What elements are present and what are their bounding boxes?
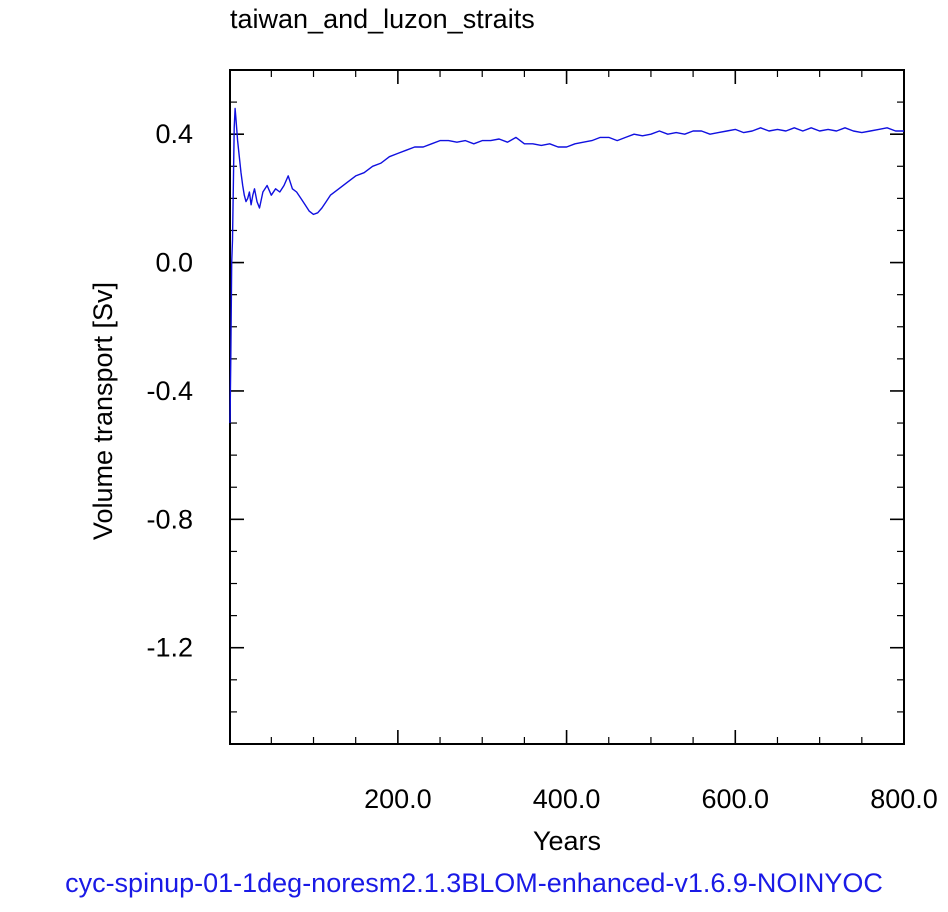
- experiment-caption: cyc-spinup-01-1deg-noresm2.1.3BLOM-enhan…: [65, 868, 883, 898]
- y-axis-label: Volume transport [Sv]: [88, 282, 118, 540]
- y-tick-label: -0.8: [146, 504, 193, 534]
- x-axis-label: Years: [533, 826, 601, 856]
- x-tick-label: 400.0: [533, 784, 601, 814]
- y-tick-label: 0.0: [155, 248, 193, 278]
- transport-series-line: [229, 107, 904, 424]
- x-tick-label: 600.0: [702, 784, 770, 814]
- x-tick-label: 200.0: [364, 784, 432, 814]
- x-tick-label: 800.0: [870, 784, 938, 814]
- y-tick-label: -1.2: [146, 633, 193, 663]
- chart-title: taiwan_and_luzon_straits: [230, 4, 535, 34]
- y-tick-label: -0.4: [146, 376, 193, 406]
- y-tick-label: 0.4: [155, 119, 193, 149]
- plot-frame: [229, 69, 905, 745]
